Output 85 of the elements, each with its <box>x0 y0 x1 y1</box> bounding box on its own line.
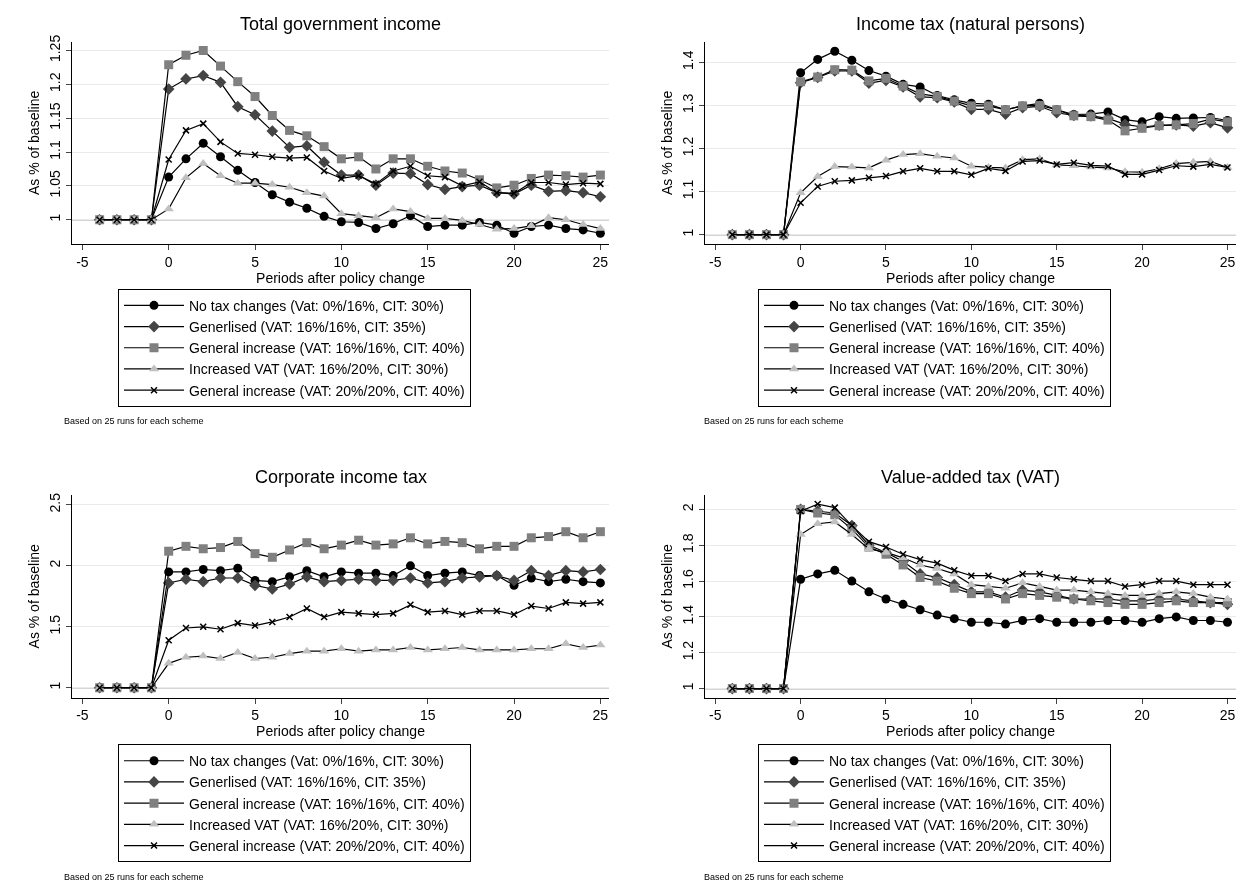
y-tick-label: 1.5 <box>47 614 64 635</box>
chart-title: Corporate income tax <box>255 467 428 487</box>
x-tick-label: 0 <box>164 253 173 270</box>
x-tick-label: -5 <box>709 253 722 270</box>
y-tick-label: 2 <box>47 559 64 568</box>
y-axis-title: As % of baseline <box>659 90 675 196</box>
legend-label: Generlised (VAT: 16%/16%, CIT: 35%) <box>189 319 426 336</box>
chart-title: Total government income <box>240 14 442 34</box>
y-tick-label: 1.15 <box>47 102 64 130</box>
y-tick-label: 1.8 <box>680 533 697 553</box>
y-tick-label: 1 <box>680 228 697 237</box>
y-tick-label: 1.3 <box>680 93 697 114</box>
x-axis-title: Periods after policy change <box>256 269 426 286</box>
x-tick-label: 15 <box>1048 253 1065 270</box>
y-tick-label: 1.6 <box>680 569 697 589</box>
y-tick-label: 1.2 <box>47 72 64 92</box>
y-tick-label: 1 <box>47 213 64 222</box>
x-tick-label: 25 <box>592 707 609 724</box>
y-tick-label: 1.1 <box>47 140 64 160</box>
x-tick-label: 5 <box>882 253 891 270</box>
x-tick-label: 5 <box>882 707 891 724</box>
x-tick-label: 20 <box>1134 253 1151 270</box>
legend-label: Increased VAT (VAT: 16%/20%, CIT: 30%) <box>189 816 449 833</box>
legend-label: Generlised (VAT: 16%/16%, CIT: 35%) <box>189 774 426 791</box>
y-axis-title: As % of baseline <box>26 543 42 649</box>
legend-label: Generlised (VAT: 16%/16%, CIT: 35%) <box>829 319 1066 336</box>
legend-label: No tax changes (Vat: 0%/16%, CIT: 30%) <box>189 753 444 770</box>
text: Based on 25 runs for each scheme <box>704 416 844 426</box>
y-tick-label: 1.2 <box>680 136 697 157</box>
x-tick-label: 20 <box>506 707 523 724</box>
legend-label: General increase (VAT: 20%/20%, CIT: 40%) <box>189 837 465 854</box>
x-tick-label: -5 <box>709 707 722 724</box>
legend-label: General increase (VAT: 16%/16%, CIT: 40%) <box>189 795 465 812</box>
x-tick-label: -5 <box>76 707 89 724</box>
x-tick-label: 25 <box>592 253 609 270</box>
y-tick-label: 1.2 <box>680 640 697 661</box>
legend-label: Increased VAT (VAT: 16%/20%, CIT: 30%) <box>829 361 1089 378</box>
legend-label: General increase (VAT: 16%/16%, CIT: 40%) <box>829 340 1105 357</box>
text: Based on 25 runs for each scheme <box>64 416 204 426</box>
x-tick-label: 20 <box>1134 707 1151 724</box>
legend-label: General increase (VAT: 16%/16%, CIT: 40%) <box>829 795 1105 812</box>
x-tick-label: 0 <box>796 253 805 270</box>
x-tick-label: 10 <box>333 253 350 270</box>
y-axis-title: As % of baseline <box>659 543 675 649</box>
x-tick-label: 15 <box>419 253 436 270</box>
y-tick-label: 1.4 <box>680 604 697 625</box>
x-tick-label: 15 <box>419 707 436 724</box>
y-tick-label: 2 <box>680 503 697 512</box>
x-axis-title: Periods after policy change <box>256 723 426 740</box>
x-tick-label: 10 <box>963 707 980 724</box>
legend-label: No tax changes (Vat: 0%/16%, CIT: 30%) <box>829 753 1084 770</box>
x-tick-label: 0 <box>164 707 173 724</box>
x-tick-label: 10 <box>963 253 980 270</box>
legend-label: No tax changes (Vat: 0%/16%, CIT: 30%) <box>829 297 1084 314</box>
y-tick-label: 1.1 <box>680 179 697 200</box>
legend-label: General increase (VAT: 16%/16%, CIT: 40%) <box>189 340 465 357</box>
x-tick-label: 25 <box>1219 253 1236 270</box>
legend-label: Increased VAT (VAT: 16%/20%, CIT: 30%) <box>829 816 1089 833</box>
legend-label: General increase (VAT: 20%/20%, CIT: 40%) <box>829 382 1105 399</box>
x-tick-label: 15 <box>1048 707 1065 724</box>
legend-label: General increase (VAT: 20%/20%, CIT: 40%) <box>829 837 1105 854</box>
y-tick-label: 1.05 <box>47 169 64 198</box>
x-tick-label: -5 <box>76 253 89 270</box>
x-tick-label: 25 <box>1219 707 1236 724</box>
x-tick-label: 5 <box>251 253 260 270</box>
y-axis-title: As % of baseline <box>26 90 42 196</box>
y-tick-label: 1.4 <box>680 50 697 71</box>
text: Based on 25 runs for each scheme <box>704 872 844 882</box>
x-tick-label: 10 <box>333 707 350 724</box>
chart-title: Value-added tax (VAT) <box>881 467 1061 487</box>
y-tick-label: 1 <box>680 682 697 691</box>
chart-title: Income tax (natural persons) <box>856 14 1086 34</box>
legend-label: No tax changes (Vat: 0%/16%, CIT: 30%) <box>189 297 444 314</box>
x-axis-title: Periods after policy change <box>886 723 1056 740</box>
x-axis-title: Periods after policy change <box>886 269 1056 286</box>
y-tick-label: 1.25 <box>47 34 64 63</box>
legend-label: Increased VAT (VAT: 16%/20%, CIT: 30%) <box>189 361 449 378</box>
x-tick-label: 0 <box>796 707 805 724</box>
legend-label: Generlised (VAT: 16%/16%, CIT: 35%) <box>829 774 1066 791</box>
legend-label: General increase (VAT: 20%/20%, CIT: 40%) <box>189 382 465 399</box>
y-tick-label: 1 <box>47 681 64 690</box>
x-tick-label: 5 <box>251 707 260 724</box>
text: Based on 25 runs for each scheme <box>64 872 204 882</box>
y-tick-label: 2.5 <box>47 492 64 513</box>
x-tick-label: 20 <box>506 253 523 270</box>
